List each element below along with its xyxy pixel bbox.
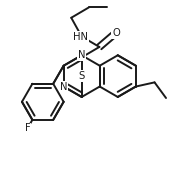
Text: F: F [24, 123, 30, 133]
Text: N: N [78, 50, 85, 60]
Text: O: O [112, 29, 120, 38]
Text: N: N [60, 82, 67, 92]
Text: S: S [78, 71, 85, 81]
Text: HN: HN [73, 31, 88, 42]
